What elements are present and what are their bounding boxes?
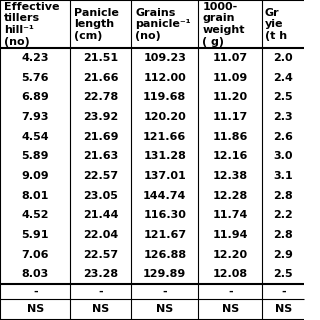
Text: 11.07: 11.07	[213, 53, 248, 63]
Text: 137.01: 137.01	[143, 171, 186, 181]
Text: -: -	[281, 286, 285, 296]
Text: 23.92: 23.92	[83, 112, 118, 122]
Text: Grains
panicle⁻¹
(no): Grains panicle⁻¹ (no)	[135, 8, 191, 41]
Text: 7.06: 7.06	[21, 250, 49, 260]
Text: 2.5: 2.5	[273, 269, 293, 279]
Text: 11.17: 11.17	[213, 112, 248, 122]
Text: 6.89: 6.89	[21, 92, 49, 102]
Text: NS: NS	[27, 304, 44, 314]
Text: -: -	[163, 286, 167, 296]
Text: 21.69: 21.69	[83, 132, 118, 142]
Text: NS: NS	[92, 304, 109, 314]
Text: 2.5: 2.5	[273, 92, 293, 102]
Text: 1000-
grain
weight
( g): 1000- grain weight ( g)	[202, 2, 245, 46]
Text: 121.66: 121.66	[143, 132, 187, 142]
Text: 109.23: 109.23	[143, 53, 186, 63]
Text: 7.93: 7.93	[21, 112, 49, 122]
Text: Effective
tillers
hill⁻¹
(no): Effective tillers hill⁻¹ (no)	[4, 2, 60, 46]
Text: 2.6: 2.6	[273, 132, 293, 142]
Text: 2.9: 2.9	[273, 250, 293, 260]
Text: 11.86: 11.86	[213, 132, 248, 142]
Text: 129.89: 129.89	[143, 269, 187, 279]
Text: 21.51: 21.51	[83, 53, 118, 63]
Text: 12.28: 12.28	[213, 191, 248, 201]
Text: 22.57: 22.57	[83, 171, 118, 181]
Text: 8.01: 8.01	[21, 191, 49, 201]
Text: 131.28: 131.28	[143, 151, 186, 161]
Text: 11.20: 11.20	[213, 92, 248, 102]
Text: 4.54: 4.54	[21, 132, 49, 142]
Text: 4.52: 4.52	[21, 211, 49, 220]
Text: 8.03: 8.03	[21, 269, 49, 279]
Text: 5.89: 5.89	[21, 151, 49, 161]
Text: -: -	[33, 286, 37, 296]
Text: 3.1: 3.1	[273, 171, 293, 181]
Text: -: -	[228, 286, 233, 296]
Text: 120.20: 120.20	[143, 112, 186, 122]
Text: 2.4: 2.4	[273, 73, 293, 83]
Text: 126.88: 126.88	[143, 250, 186, 260]
Text: 12.16: 12.16	[213, 151, 248, 161]
Text: 22.57: 22.57	[83, 250, 118, 260]
Text: 4.23: 4.23	[21, 53, 49, 63]
Text: 3.0: 3.0	[274, 151, 293, 161]
Text: Gr
yie
(t h: Gr yie (t h	[265, 8, 287, 41]
Text: 23.05: 23.05	[84, 191, 118, 201]
Text: 21.66: 21.66	[83, 73, 118, 83]
Text: 5.91: 5.91	[21, 230, 49, 240]
Text: 9.09: 9.09	[21, 171, 49, 181]
Text: 144.74: 144.74	[143, 191, 187, 201]
Text: NS: NS	[156, 304, 173, 314]
Text: 22.78: 22.78	[83, 92, 118, 102]
Text: 2.2: 2.2	[273, 211, 293, 220]
Text: -: -	[99, 286, 103, 296]
Text: NS: NS	[222, 304, 239, 314]
Text: 2.3: 2.3	[273, 112, 293, 122]
Text: 23.28: 23.28	[83, 269, 118, 279]
Text: 21.44: 21.44	[83, 211, 118, 220]
Text: 11.94: 11.94	[213, 230, 248, 240]
Text: 11.09: 11.09	[213, 73, 248, 83]
Text: 11.74: 11.74	[213, 211, 248, 220]
Text: 121.67: 121.67	[143, 230, 186, 240]
Text: 21.63: 21.63	[83, 151, 118, 161]
Text: 116.30: 116.30	[143, 211, 186, 220]
Text: 2.8: 2.8	[273, 191, 293, 201]
Text: 12.20: 12.20	[213, 250, 248, 260]
Text: 2.0: 2.0	[273, 53, 293, 63]
Text: 119.68: 119.68	[143, 92, 187, 102]
Text: Panicle
length
(cm): Panicle length (cm)	[74, 8, 119, 41]
Text: 12.08: 12.08	[213, 269, 248, 279]
Text: 112.00: 112.00	[143, 73, 186, 83]
Text: 5.76: 5.76	[21, 73, 49, 83]
Text: 2.8: 2.8	[273, 230, 293, 240]
Text: 12.38: 12.38	[213, 171, 248, 181]
Text: NS: NS	[275, 304, 292, 314]
Text: 22.04: 22.04	[83, 230, 118, 240]
